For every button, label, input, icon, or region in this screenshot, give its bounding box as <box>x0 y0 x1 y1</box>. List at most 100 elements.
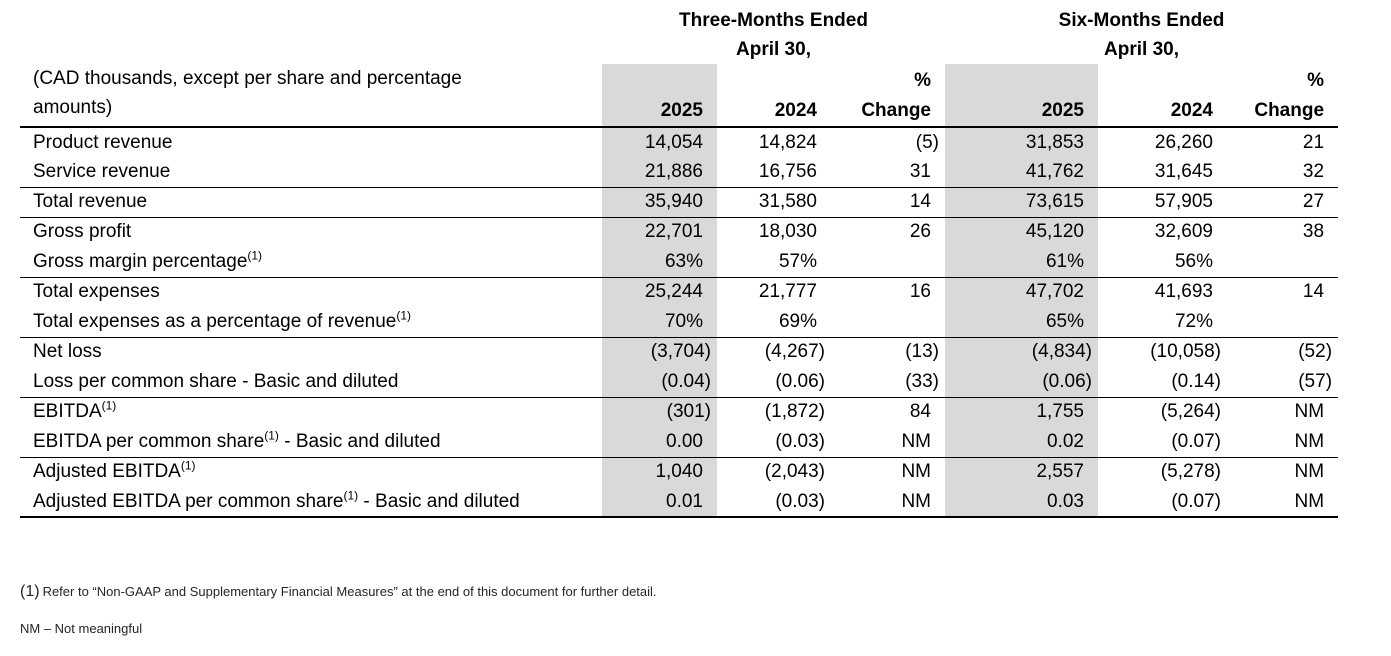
cell-3m-2025: 0.01 <box>602 487 717 518</box>
row-label: Net loss <box>33 341 102 363</box>
cell-6m-2025: 31,853 <box>945 127 1098 157</box>
row-label: Total expenses as a percentage of revenu… <box>20 307 602 338</box>
cell-3m-2025: 0.00 <box>602 427 717 458</box>
cell-3m-2024: 14,824 <box>758 131 817 153</box>
cell-6m-pct-change: 38 <box>1302 221 1325 243</box>
table-row: Adjusted EBITDA per common share(1) - Ba… <box>20 487 1339 518</box>
cell-3m-2024: 21,777 <box>758 281 817 303</box>
cell-6m-2025: 41,762 <box>945 157 1098 188</box>
cell-6m-2024: (10,058) <box>1150 341 1221 363</box>
cell-3m-2025: 70% <box>602 307 717 338</box>
cell-6m-2024: 56% <box>1098 247 1227 278</box>
shaded-spacer-cell <box>945 64 1098 97</box>
table-body: Product revenue 14,054 14,824 (5) 31,853… <box>20 127 1339 518</box>
spacer-cell <box>20 36 602 64</box>
cell-6m-2025: (4,834) <box>945 337 1098 367</box>
cell-3m-2025: 22,701 <box>602 217 717 247</box>
col-header-3m-change: Change <box>831 96 945 128</box>
period-title-row: Three-Months Ended Six-Months Ended <box>20 6 1338 36</box>
row-label: EBITDA(1) <box>33 398 117 423</box>
row-label: Product revenue <box>33 131 173 153</box>
cell-3m-pct-change: 31 <box>831 157 945 188</box>
cell-6m-2024: (5,278) <box>1160 461 1221 483</box>
cell-6m-2024: 41,693 <box>1154 281 1213 303</box>
cell-3m-pct-change <box>831 247 945 278</box>
shaded-spacer-cell <box>602 64 717 97</box>
cell-3m-2024: 31,580 <box>717 187 831 218</box>
cell-6m-pct-change: (52) <box>1298 341 1333 363</box>
cell-6m-pct-change: 27 <box>1227 187 1339 218</box>
cell-3m-2025: 21,886 <box>602 157 717 188</box>
footnote-ref: (1) <box>101 398 117 413</box>
percent-sign-3m: % <box>914 70 931 92</box>
cell-6m-2024: 57,905 <box>1098 187 1227 218</box>
row-label: Gross margin percentage(1) <box>20 247 602 278</box>
cell-6m-pct-change <box>1227 247 1339 278</box>
cell-3m-2025: 1,040 <box>602 457 717 487</box>
three-months-ended-header: Three-Months Ended <box>679 10 868 31</box>
cell-3m-2024: 16,756 <box>717 157 831 188</box>
cell-3m-2024: 69% <box>717 307 831 338</box>
row-label: EBITDA per common share(1) - Basic and d… <box>20 427 602 458</box>
cell-6m-2024: (0.07) <box>1098 427 1227 458</box>
cell-6m-2024: (0.14) <box>1098 367 1227 398</box>
table-row: Total expenses as a percentage of revenu… <box>20 307 1339 338</box>
cell-3m-pct-change: 84 <box>909 401 931 423</box>
period-date-row: April 30, April 30, <box>20 36 1338 64</box>
footnote-1-text: Refer to “Non-GAAP and Supplementary Fin… <box>42 584 657 599</box>
table-row: Product revenue 14,054 14,824 (5) 31,853… <box>20 127 1338 157</box>
cell-3m-2025: 25,244 <box>602 277 717 307</box>
cell-3m-pct-change: NM <box>831 427 945 458</box>
footnote-ref: (1) <box>247 248 263 263</box>
table-row: EBITDA(1) (301) (1,872) 84 1,755 (5,264)… <box>20 397 1338 427</box>
cell-3m-2024: (2,043) <box>764 461 825 483</box>
six-months-date: April 30, <box>1104 39 1179 60</box>
cell-3m-pct-change: 16 <box>909 281 931 303</box>
cell-6m-pct-change <box>1227 307 1339 338</box>
cell-3m-2024: (0.03) <box>717 427 831 458</box>
cell-6m-2025: 61% <box>945 247 1098 278</box>
cell-3m-pct-change: (33) <box>831 367 945 398</box>
table-row: Total revenue 35,940 31,580 14 73,615 57… <box>20 187 1339 218</box>
spacer-cell <box>717 64 831 96</box>
cell-3m-2024: 57% <box>717 247 831 278</box>
cell-6m-pct-change: NM <box>1294 401 1325 423</box>
cell-6m-2025: (0.06) <box>945 367 1098 398</box>
cell-6m-pct-change: NM <box>1227 427 1339 458</box>
cell-3m-pct-change <box>831 307 945 338</box>
footnote-ref: (1) <box>180 458 196 473</box>
cell-3m-pct-change: NM <box>831 487 945 518</box>
cell-6m-2024: (0.07) <box>1098 487 1227 518</box>
table-row: Adjusted EBITDA(1) 1,040 (2,043) NM 2,55… <box>20 457 1338 487</box>
percent-header-row: (CAD thousands, except per share and per… <box>20 64 1338 128</box>
cell-3m-pct-change: (13) <box>905 341 939 363</box>
row-label: Adjusted EBITDA(1) <box>33 458 196 483</box>
cell-3m-2025: 14,054 <box>602 127 717 157</box>
cell-6m-2025: 2,557 <box>945 457 1098 487</box>
cell-3m-2024: 18,030 <box>758 221 817 243</box>
row-label: Total revenue <box>20 187 602 218</box>
cell-6m-pct-change: 14 <box>1302 281 1325 303</box>
footnote-ref: (1) <box>396 308 412 323</box>
table-row: Net loss (3,704) (4,267) (13) (4,834) (1… <box>20 337 1338 367</box>
cell-3m-2025: 35,940 <box>602 187 717 218</box>
col-header-3m-2025: 2025 <box>602 96 717 128</box>
six-months-ended-header: Six-Months Ended <box>1058 10 1225 31</box>
cell-6m-pct-change: 32 <box>1227 157 1339 188</box>
footnote-ref: (1) <box>264 428 279 443</box>
table-row: Gross margin percentage(1) 63% 57% 61% 5… <box>20 247 1339 278</box>
row-label: Loss per common share - Basic and dilute… <box>20 367 602 398</box>
table-row: Total expenses 25,244 21,777 16 47,702 4… <box>20 277 1338 307</box>
spacer-cell <box>20 6 602 36</box>
col-header-6m-2024: 2024 <box>1098 96 1227 128</box>
cell-3m-pct-change: 14 <box>831 187 945 218</box>
cell-6m-2025: 65% <box>945 307 1098 338</box>
cell-3m-2025: (301) <box>602 397 717 427</box>
row-label: Service revenue <box>20 157 602 188</box>
col-header-6m-2025: 2025 <box>945 96 1098 128</box>
table-header: Three-Months Ended Six-Months Ended Apri… <box>20 6 1339 128</box>
cell-3m-pct-change: 26 <box>909 221 931 243</box>
cell-3m-2025: 63% <box>602 247 717 278</box>
three-months-date: April 30, <box>736 39 811 60</box>
